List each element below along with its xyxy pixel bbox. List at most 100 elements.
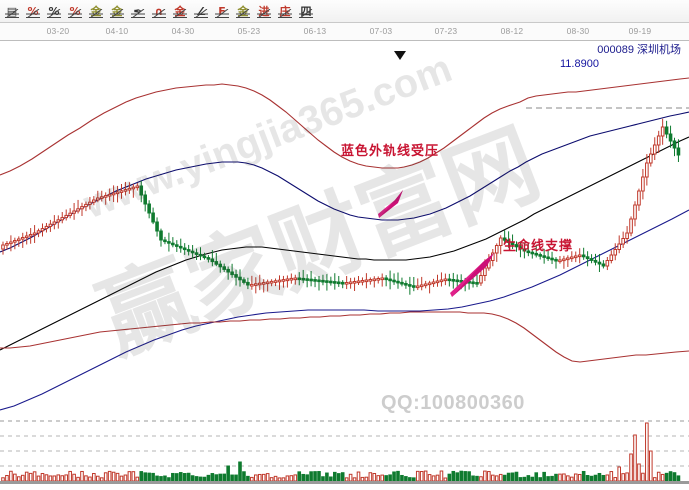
candlestick[interactable] [625,226,629,244]
volume-bar-up[interactable] [372,472,377,482]
candlestick[interactable] [423,280,428,289]
candlestick[interactable] [518,241,523,258]
candlestick[interactable] [652,137,657,161]
candlestick[interactable] [617,235,622,254]
volume-chart-svg[interactable] [0,412,689,482]
candlestick[interactable] [534,244,539,258]
candlestick[interactable] [111,185,116,203]
candlestick[interactable] [56,215,61,229]
candlestick[interactable] [96,190,100,203]
candlestick[interactable] [277,275,282,290]
candlestick[interactable] [538,252,543,260]
gold-ratio-icon[interactable]: 金 [170,1,190,21]
arc-icon[interactable]: ∩ [149,1,169,21]
candlestick[interactable] [356,276,361,285]
volume-bar-down[interactable] [143,472,147,482]
candlestick[interactable] [48,219,53,232]
candlestick[interactable] [613,243,618,261]
volume-bar-down[interactable] [336,473,341,482]
candlestick[interactable] [656,130,661,153]
candlestick[interactable] [629,216,633,237]
candlestick[interactable] [419,276,424,291]
volume-bar-up[interactable] [487,471,491,482]
volume-bar-up[interactable] [621,473,625,482]
stock-list-icon[interactable]: ▤ [2,1,22,21]
candlestick[interactable] [246,277,250,290]
candlestick[interactable] [206,255,211,263]
candlestick[interactable] [135,183,140,191]
candlestick[interactable] [570,251,574,262]
volume-bar-up[interactable] [649,450,653,482]
candlestick[interactable] [494,243,499,262]
candlestick[interactable] [605,256,610,271]
candlestick[interactable] [360,277,365,286]
candlestick[interactable] [451,272,456,289]
candlestick[interactable] [178,238,183,253]
volume-bar-up[interactable] [52,475,57,482]
candlestick[interactable] [546,249,550,262]
candlestick[interactable] [577,248,582,264]
volume-bar-down[interactable] [178,472,183,482]
candlestick[interactable] [202,252,207,260]
candlestick[interactable] [637,188,641,211]
volume-bar-up[interactable] [32,471,37,482]
candlestick[interactable] [226,266,230,280]
volume-bar-up[interactable] [1,477,5,482]
candlestick[interactable] [676,139,681,162]
volume-bar-down[interactable] [163,475,167,482]
candlestick[interactable] [182,243,187,255]
candlestick[interactable] [175,240,179,252]
candlestick[interactable] [242,277,246,285]
volume-bar-up[interactable] [261,473,266,482]
volume-bar-down[interactable] [214,474,219,482]
volume-bar-up[interactable] [24,471,29,482]
candlestick[interactable] [435,274,440,287]
volume-bar-down[interactable] [597,472,602,482]
candlestick[interactable] [171,237,175,248]
candlestick[interactable] [325,274,329,291]
volume-bar-up[interactable] [36,475,41,482]
candlestick[interactable] [119,183,124,199]
volume-bar-up[interactable] [44,474,49,482]
candlestick[interactable] [88,196,92,210]
candlestick[interactable] [32,225,37,243]
candlestick[interactable] [139,180,144,203]
candlestick[interactable] [439,272,444,287]
price-chart-svg[interactable] [0,40,689,412]
volume-bar-down[interactable] [230,474,234,482]
volume-bar-down[interactable] [309,471,313,482]
volume-bar-up[interactable] [99,477,104,482]
volume-bar-up[interactable] [135,476,140,482]
candlestick[interactable] [668,125,673,148]
candlestick[interactable] [562,255,566,269]
pen-icon[interactable]: ✒ [128,1,148,21]
candlestick[interactable] [13,237,17,250]
volume-bar-down[interactable] [340,472,345,482]
volume-bar-up[interactable] [273,475,278,482]
candlestick[interactable] [581,247,586,260]
candlestick[interactable] [1,241,5,255]
candlestick[interactable] [155,217,159,237]
candlestick[interactable] [20,232,25,248]
volume-bar-down[interactable] [447,473,452,482]
candlestick[interactable] [364,273,369,289]
candlestick[interactable] [44,223,49,233]
candlestick[interactable] [254,277,258,294]
volume-bar-up[interactable] [423,470,428,482]
volume-bar-down[interactable] [317,471,321,482]
volume-bar-down[interactable] [514,471,519,482]
volume-bar-down[interactable] [593,474,598,482]
candlestick[interactable] [281,275,286,288]
volume-bar-up[interactable] [573,473,578,482]
candlestick[interactable] [317,275,321,291]
candlestick[interactable] [194,248,199,260]
candlestick[interactable] [127,182,132,194]
candlestick[interactable] [415,278,420,291]
volume-bar-down[interactable] [451,470,456,482]
candlestick[interactable] [151,207,155,225]
candlestick[interactable] [163,236,167,245]
candlestick[interactable] [305,274,309,288]
candlestick[interactable] [550,251,554,265]
volume-bar-up[interactable] [660,473,665,482]
candlestick[interactable] [388,270,392,290]
